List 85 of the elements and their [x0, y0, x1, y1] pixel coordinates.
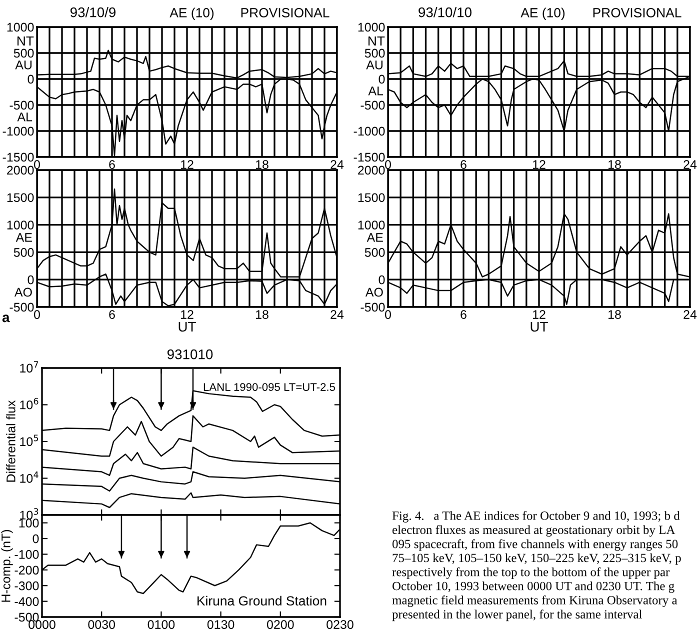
- y-tick-label: -500: [360, 100, 385, 110]
- y-axis-title: Differential flux: [6, 400, 16, 482]
- y-tick-label: 1000: [7, 220, 34, 230]
- y-tick-label: 500: [14, 248, 34, 257]
- x-tick-label: 18: [256, 160, 268, 169]
- y-tick-label: -500: [10, 302, 34, 312]
- series-label: AO: [14, 288, 32, 297]
- y-tick-label: 500: [364, 248, 385, 257]
- series-label: AL: [368, 86, 384, 96]
- y-tick-label: -100: [14, 550, 39, 559]
- y-tick-label: 10$^{6}$: [20, 398, 38, 410]
- y-tick-label: 10$^{4}$: [20, 472, 38, 483]
- y-tick-label: -1000: [2, 126, 34, 136]
- text: AE (10): [170, 8, 214, 20]
- annotation: LANL 1990-095 LT=UT-2.5: [204, 383, 336, 391]
- x-tick-label: 0130: [207, 620, 234, 629]
- series-label: AL: [17, 112, 32, 122]
- x-tick-label: 0230: [326, 620, 354, 629]
- y-tick-label: 1500: [358, 193, 385, 202]
- y-tick-label: -1500: [354, 152, 385, 162]
- y-tick-label: -500: [10, 100, 34, 110]
- series-label: AU: [366, 60, 383, 70]
- x-tick-label: 6: [109, 160, 115, 169]
- y-tick-label: 100: [19, 518, 39, 528]
- text: a: [2, 314, 10, 322]
- y-tick-label: 1000: [7, 22, 34, 32]
- y-tick-label: 500: [14, 48, 34, 58]
- x-tick-label: 12: [181, 160, 194, 169]
- y-tick-label: -1500: [2, 152, 34, 162]
- x-tick-label: 0000: [28, 620, 56, 629]
- y-tick-label: 10$^{7}$: [20, 361, 38, 373]
- x-tick-label: 24: [330, 160, 344, 169]
- caption: Fig. 4. a The AE indices for October 9 and 10, 1993; b d electron fluxes as measured at geostationary orbit by LA 095 spacecraft, from five channels with energy ranges 50 75–105 keV, 105–150 keV, 150–225 keV, 225–315 keV, p respectively from the top to the bottom of the upper par October 10, 1993 between 0000 UT and 0230 UT. The g magnetic field measurements from Kiruna Observatory a presented in the lower panel, for the same interval: [392, 511, 681, 622]
- text: NT: [17, 36, 34, 46]
- series-label: AE: [366, 233, 383, 242]
- x-tick-label: 6: [460, 160, 466, 169]
- x-tick-label: 24: [330, 310, 344, 319]
- text: PROVISIONAL: [241, 8, 330, 18]
- chart-title: 931010: [167, 349, 213, 360]
- y-tick-label: 500: [364, 48, 385, 58]
- y-tick-label: 0: [378, 275, 385, 284]
- text: NT: [368, 36, 385, 46]
- x-tick-label: 0030: [88, 620, 116, 629]
- x-tick-label: 18: [608, 160, 621, 169]
- x-axis-title: UT: [530, 322, 548, 332]
- y-tick-label: 1500: [7, 193, 34, 202]
- x-tick-label: 18: [608, 310, 621, 319]
- y-tick-label: -300: [14, 581, 39, 590]
- x-axis-title: UT: [178, 322, 196, 332]
- series-label: AO: [365, 288, 383, 297]
- x-tick-label: 0200: [266, 620, 294, 629]
- x-tick-label: 6: [460, 310, 466, 319]
- text: PROVISIONAL: [593, 8, 682, 18]
- x-tick-label: 0: [385, 160, 391, 169]
- text: AE (10): [520, 8, 565, 20]
- y-tick-label: 1000: [358, 22, 385, 32]
- y-tick-label: -500: [360, 302, 385, 312]
- y-axis-title: H-comp. (nT): [1, 530, 13, 602]
- x-tick-label: 0100: [148, 620, 175, 629]
- x-tick-label: 6: [109, 310, 115, 319]
- y-tick-label: 2000: [7, 166, 34, 175]
- y-tick-label: 2000: [358, 166, 385, 175]
- y-tick-label: -400: [14, 597, 39, 606]
- x-tick-label: 12: [533, 310, 546, 319]
- x-tick-label: 18: [256, 310, 268, 319]
- y-tick-label: 0: [28, 275, 34, 284]
- y-tick-label: -500: [14, 612, 39, 622]
- x-tick-label: 24: [684, 310, 697, 319]
- x-tick-label: 0: [385, 310, 391, 319]
- x-tick-label: 12: [181, 310, 194, 319]
- series-label: AU: [15, 60, 32, 70]
- y-tick-label: 1000: [358, 220, 385, 230]
- y-tick-label: 0: [28, 74, 34, 84]
- y-tick-label: 10$^{3}$: [20, 508, 38, 520]
- y-tick-label: 0: [378, 74, 385, 84]
- chart-title: 93/10/9: [70, 7, 116, 18]
- chart-title: 93/10/10: [418, 7, 472, 18]
- x-tick-label: 24: [684, 160, 697, 169]
- annotation: Kiruna Ground Station: [198, 596, 326, 606]
- series-label: AE: [16, 233, 32, 242]
- y-tick-label: -200: [14, 566, 39, 575]
- y-tick-label: -1000: [354, 126, 385, 136]
- x-tick-label: 12: [533, 160, 546, 169]
- y-tick-label: 10$^{5}$: [20, 434, 38, 446]
- y-tick-label: 0: [32, 534, 39, 544]
